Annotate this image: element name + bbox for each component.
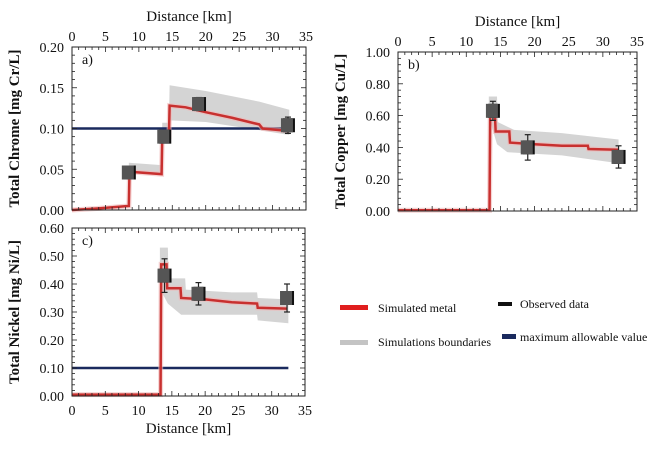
x-tick-label: 20: [199, 30, 213, 45]
y-tick-label: 0.60: [366, 110, 391, 125]
legend-item-observed: Observed data: [498, 297, 590, 311]
observed-point: [157, 129, 172, 144]
x-tick-label: 15: [165, 404, 179, 419]
legend-swatch-bounds: [340, 340, 368, 345]
panel-chrome: 0 5 10 15 20 25 30 35 0.00 0.05 0.10 0.15 0.20 Distan…: [7, 9, 313, 219]
panel-copper: 0 5 10 15 20 25 30 35 0.00 0.20 0.40 0.60 0.80 1.00 Di…: [333, 14, 644, 220]
observed-marker: [191, 286, 204, 301]
y-axis-title: Total Nickel [mg Ni/L]: [7, 240, 23, 384]
y-tick-label: 0.30: [40, 306, 65, 321]
legend-item-simulated: Simulated metal: [340, 301, 457, 315]
observed-point: [280, 116, 295, 134]
y-tick-label: 0.05: [40, 163, 65, 178]
x-tick-label: 0: [69, 404, 76, 419]
simulated-line: [71, 104, 290, 212]
observed-marker: [157, 268, 170, 283]
x-tick-label: 0: [395, 35, 402, 50]
x-tick-label: 30: [266, 30, 280, 45]
observed-point: [520, 134, 535, 161]
legend-item-bounds: Simulations boundaries: [340, 335, 491, 349]
y-tick-label: 1.00: [366, 46, 391, 61]
y-tick-label: 0.40: [40, 278, 65, 293]
x-tick-label: 5: [102, 404, 109, 419]
y-tick-label: 0.00: [40, 204, 65, 219]
x-tick-label: 25: [232, 30, 246, 45]
legend-swatch-max: [502, 334, 516, 339]
y-tick-label: 0.80: [366, 78, 391, 93]
y-tick-label: 0.00: [366, 205, 391, 220]
x-tick-label: 20: [528, 35, 542, 50]
x-tick-label: 10: [132, 30, 146, 45]
observed-marker: [280, 118, 293, 133]
legend-label-max: maximum allowable value: [520, 330, 647, 344]
x-tick-label: 25: [562, 35, 576, 50]
legend-swatch-observed: [498, 302, 512, 306]
observed-marker: [192, 97, 205, 112]
observed-point: [121, 165, 136, 180]
x-tick-label: 15: [493, 35, 507, 50]
observed-marker: [520, 140, 533, 155]
simulation-bounds-band: [488, 96, 619, 211]
observed-point: [157, 258, 172, 293]
panel-label: a): [82, 53, 93, 68]
panel-label: b): [408, 58, 420, 73]
observed-marker: [611, 149, 624, 164]
observed-point: [611, 145, 626, 169]
simulated-line-halo: [71, 102, 290, 213]
legend-label-observed: Observed data: [520, 297, 590, 311]
x-axis-title: Distance [km]: [475, 14, 560, 30]
y-tick-label: 0.40: [366, 141, 391, 156]
x-tick-label: 10: [459, 35, 473, 50]
x-tick-label: 35: [298, 404, 312, 419]
x-tick-label: 35: [299, 30, 313, 45]
y-tick-label: 0.60: [40, 222, 65, 237]
x-tick-label: 5: [429, 35, 436, 50]
simulation-bounds-band: [159, 247, 289, 396]
plot-frame: [397, 51, 638, 212]
x-tick-label: 30: [596, 35, 610, 50]
x-tick-label: 20: [198, 404, 212, 419]
x-tick-label: 0: [69, 30, 76, 45]
observed-point: [280, 283, 295, 313]
simulation-bounds-band: [128, 85, 290, 175]
legend-label-bounds: Simulations boundaries: [378, 335, 491, 349]
observed-point: [191, 282, 206, 306]
y-axis-title: Total Copper [mg Cu/L]: [333, 54, 349, 209]
y-tick-label: 0.00: [40, 390, 65, 405]
x-axis-title: Distance [km]: [146, 421, 231, 437]
observed-point: [192, 96, 207, 112]
observed-marker: [157, 129, 170, 144]
y-tick-label: 0.50: [40, 250, 65, 265]
y-tick-label: 0.15: [40, 82, 65, 97]
observed-marker: [280, 291, 293, 305]
x-tick-label: 25: [231, 404, 245, 419]
y-tick-label: 0.20: [366, 173, 391, 188]
simulated-line: [72, 263, 288, 396]
observed-point: [485, 100, 500, 121]
x-tick-label: 5: [102, 30, 109, 45]
y-tick-label: 0.10: [40, 123, 65, 138]
y-tick-label: 0.20: [40, 334, 65, 349]
simulated-line-halo: [398, 113, 619, 213]
x-axis-title: Distance [km]: [146, 9, 231, 25]
observed-marker: [485, 103, 498, 118]
panel-label: c): [82, 234, 93, 249]
legend-item-max: maximum allowable value: [502, 330, 647, 344]
x-tick-label: 30: [265, 404, 279, 419]
x-tick-label: 35: [630, 35, 644, 50]
legend-label-simulated: Simulated metal: [378, 301, 457, 315]
panel-nickel: 0 5 10 15 20 25 30 35 0.00 0.10 0.20 0.30 0.40 0.50 0.…: [7, 222, 312, 437]
x-tick-label: 10: [132, 404, 146, 419]
y-axis-title: Total Chrome [mg Cr/L]: [7, 50, 23, 208]
legend: Simulated metal Simulations boundaries O…: [340, 297, 647, 349]
x-tick-label: 15: [165, 30, 179, 45]
legend-swatch-simulated: [340, 305, 368, 310]
simulated-line: [398, 114, 619, 212]
y-tick-label: 0.20: [40, 41, 65, 56]
y-tick-label: 0.10: [40, 362, 65, 377]
observed-marker: [121, 165, 134, 180]
